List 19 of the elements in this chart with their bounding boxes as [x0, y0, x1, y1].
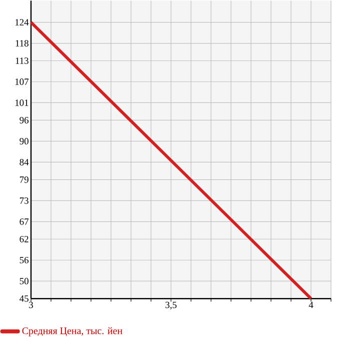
y-tick-label: 56 [20, 256, 29, 264]
y-tick-label: 79 [20, 176, 28, 183]
y-tick-label: 118 [16, 40, 28, 46]
y-tick-label: 73 [20, 197, 28, 204]
y-tick-label: 84 [20, 158, 29, 166]
y-tick-label: 62 [20, 236, 28, 242]
y-tick-label: 101 [15, 99, 28, 106]
y-tick-label: 45 [20, 295, 28, 302]
x-tick-label: 4 [308, 302, 314, 308]
y-tick-label: 90 [20, 138, 28, 144]
y-tick-label: 96 [20, 116, 29, 124]
x-tick-label: 3 [29, 302, 33, 308]
legend-label: Средняя Цена, тыс. йен [22, 327, 122, 336]
y-tick-label: 113 [16, 57, 28, 64]
y-tick-label: 124 [15, 18, 29, 26]
y-tick-label: 67 [20, 218, 29, 225]
x-tick-label: 3,5 [166, 302, 177, 310]
y-tick-label: 50 [20, 278, 28, 284]
y-tick-label: 107 [15, 78, 29, 85]
